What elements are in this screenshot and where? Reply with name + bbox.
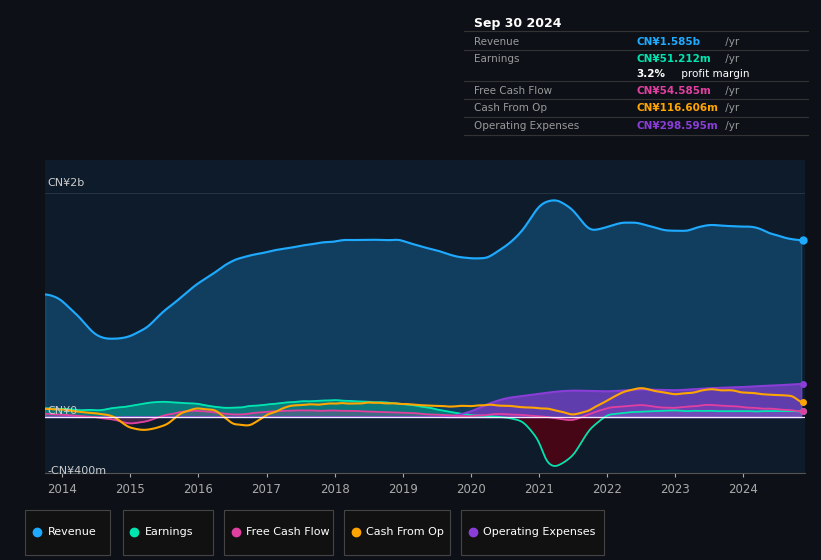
Text: CN¥0: CN¥0 <box>47 405 77 416</box>
Text: Earnings: Earnings <box>475 54 520 64</box>
Text: 3.2%: 3.2% <box>636 69 665 80</box>
FancyBboxPatch shape <box>461 510 604 554</box>
Text: Sep 30 2024: Sep 30 2024 <box>475 17 562 30</box>
FancyBboxPatch shape <box>344 510 450 554</box>
Text: Revenue: Revenue <box>475 36 520 46</box>
Text: Operating Expenses: Operating Expenses <box>475 121 580 131</box>
Text: Free Cash Flow: Free Cash Flow <box>246 527 330 537</box>
Text: /yr: /yr <box>722 86 740 96</box>
Text: Operating Expenses: Operating Expenses <box>484 527 596 537</box>
Text: Revenue: Revenue <box>48 527 96 537</box>
Text: Cash From Op: Cash From Op <box>366 527 444 537</box>
Text: profit margin: profit margin <box>677 69 749 80</box>
Text: CN¥2b: CN¥2b <box>47 178 85 188</box>
Text: /yr: /yr <box>722 104 740 113</box>
Text: Free Cash Flow: Free Cash Flow <box>475 86 553 96</box>
FancyBboxPatch shape <box>224 510 333 554</box>
Text: Cash From Op: Cash From Op <box>475 104 548 113</box>
FancyBboxPatch shape <box>122 510 213 554</box>
Text: CN¥1.585b: CN¥1.585b <box>636 36 700 46</box>
Text: /yr: /yr <box>722 121 740 131</box>
Text: CN¥298.595m: CN¥298.595m <box>636 121 718 131</box>
Text: Earnings: Earnings <box>144 527 193 537</box>
Text: CN¥51.212m: CN¥51.212m <box>636 54 711 64</box>
FancyBboxPatch shape <box>25 510 110 554</box>
Text: /yr: /yr <box>722 54 740 64</box>
Text: CN¥116.606m: CN¥116.606m <box>636 104 718 113</box>
Text: -CN¥400m: -CN¥400m <box>47 466 107 477</box>
Text: /yr: /yr <box>722 36 740 46</box>
Text: CN¥54.585m: CN¥54.585m <box>636 86 711 96</box>
